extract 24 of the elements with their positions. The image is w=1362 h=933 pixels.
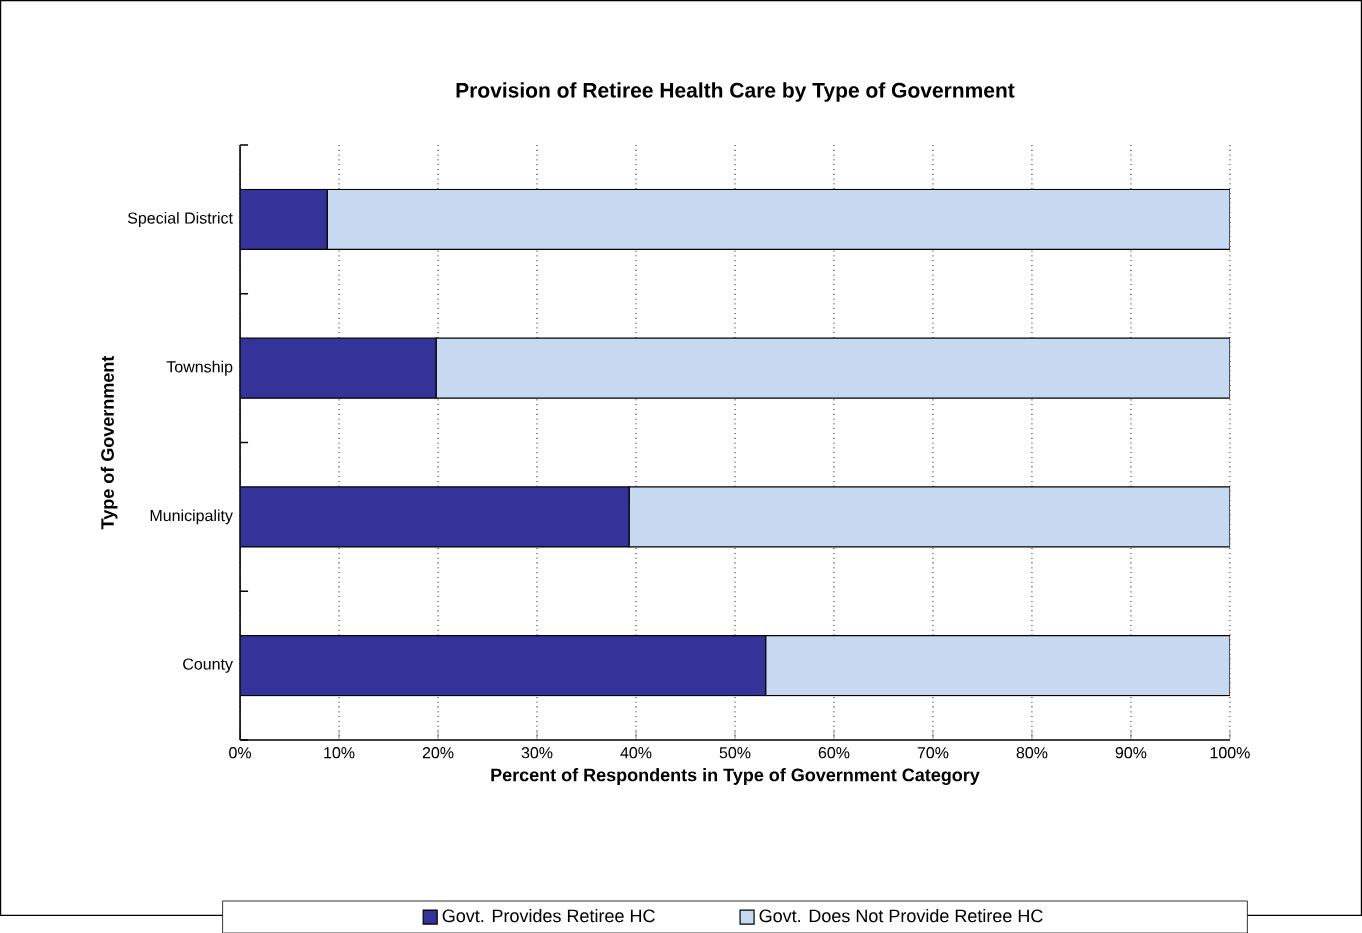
y-tick-label: County [183, 658, 233, 673]
bar [765, 634, 1230, 696]
legend-label: Govt. Does Not Provide Retiree HC [759, 908, 1043, 923]
bar [628, 486, 1230, 548]
x-axis-title: Percent of Respondents in Type of Government Category [491, 767, 980, 785]
x-tick-label: 50% [719, 746, 751, 759]
x-tick-label: 30% [521, 746, 553, 759]
x-tick-label: 90% [1115, 746, 1147, 759]
y-tick-label: Special District [127, 211, 233, 227]
y-axis-title: Type of Government [100, 355, 118, 529]
x-tick-label: 10% [324, 746, 355, 759]
x-tick-label: 70% [917, 746, 949, 759]
chart-title: Provision of Retiree Health Care by Type of Government [456, 82, 1015, 102]
x-tick-label: 60% [818, 746, 850, 759]
x-tick-label: 80% [1016, 746, 1048, 759]
x-tick-label: 40% [620, 746, 652, 759]
y-tick-label: Municipality [150, 509, 233, 525]
x-tick-label: 0% [229, 746, 252, 759]
x-tick-label: 100% [1210, 746, 1250, 759]
x-tick-label: 20% [422, 746, 454, 759]
legend-label: Govt. Provides Retiree HC [442, 908, 655, 923]
y-tick-label: Township [166, 360, 233, 376]
bar [326, 188, 1230, 250]
bar [435, 337, 1230, 399]
